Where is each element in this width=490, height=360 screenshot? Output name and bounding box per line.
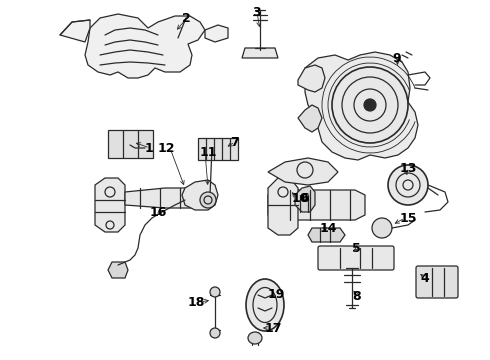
Polygon shape — [60, 20, 90, 42]
Polygon shape — [295, 186, 315, 212]
Text: 8: 8 — [352, 289, 361, 302]
Polygon shape — [268, 178, 298, 235]
FancyBboxPatch shape — [318, 246, 394, 270]
Polygon shape — [182, 180, 218, 210]
Circle shape — [200, 192, 216, 208]
Polygon shape — [242, 48, 278, 58]
Text: 17: 17 — [265, 321, 283, 334]
Polygon shape — [95, 178, 125, 232]
Polygon shape — [108, 262, 128, 278]
Text: 7: 7 — [230, 135, 239, 149]
Text: 19: 19 — [268, 288, 285, 302]
Text: 15: 15 — [400, 212, 417, 225]
Text: 4: 4 — [420, 271, 429, 284]
Text: 11: 11 — [200, 145, 218, 158]
Text: 10: 10 — [292, 192, 310, 204]
Polygon shape — [198, 138, 238, 160]
Text: 16: 16 — [150, 206, 168, 219]
Text: 2: 2 — [182, 12, 191, 24]
Text: 3: 3 — [252, 5, 261, 18]
Polygon shape — [298, 65, 325, 92]
Text: 13: 13 — [400, 162, 417, 175]
Polygon shape — [205, 25, 228, 42]
Text: 5: 5 — [352, 242, 361, 255]
Circle shape — [210, 328, 220, 338]
Text: 14: 14 — [320, 221, 338, 234]
Text: 6: 6 — [300, 192, 309, 204]
Polygon shape — [85, 14, 205, 78]
Polygon shape — [298, 105, 322, 132]
Polygon shape — [305, 52, 418, 160]
Text: 12: 12 — [157, 141, 175, 154]
Circle shape — [210, 287, 220, 297]
Polygon shape — [308, 228, 345, 242]
Polygon shape — [125, 188, 210, 208]
Circle shape — [388, 165, 428, 205]
Polygon shape — [268, 190, 365, 220]
Ellipse shape — [246, 279, 284, 331]
Text: 9: 9 — [392, 51, 401, 64]
Circle shape — [372, 218, 392, 238]
Text: 1: 1 — [145, 141, 154, 154]
Text: 18: 18 — [188, 296, 205, 309]
FancyBboxPatch shape — [416, 266, 458, 298]
Circle shape — [364, 99, 376, 111]
Polygon shape — [108, 130, 153, 158]
Polygon shape — [268, 158, 338, 185]
Ellipse shape — [248, 332, 262, 344]
Circle shape — [332, 67, 408, 143]
